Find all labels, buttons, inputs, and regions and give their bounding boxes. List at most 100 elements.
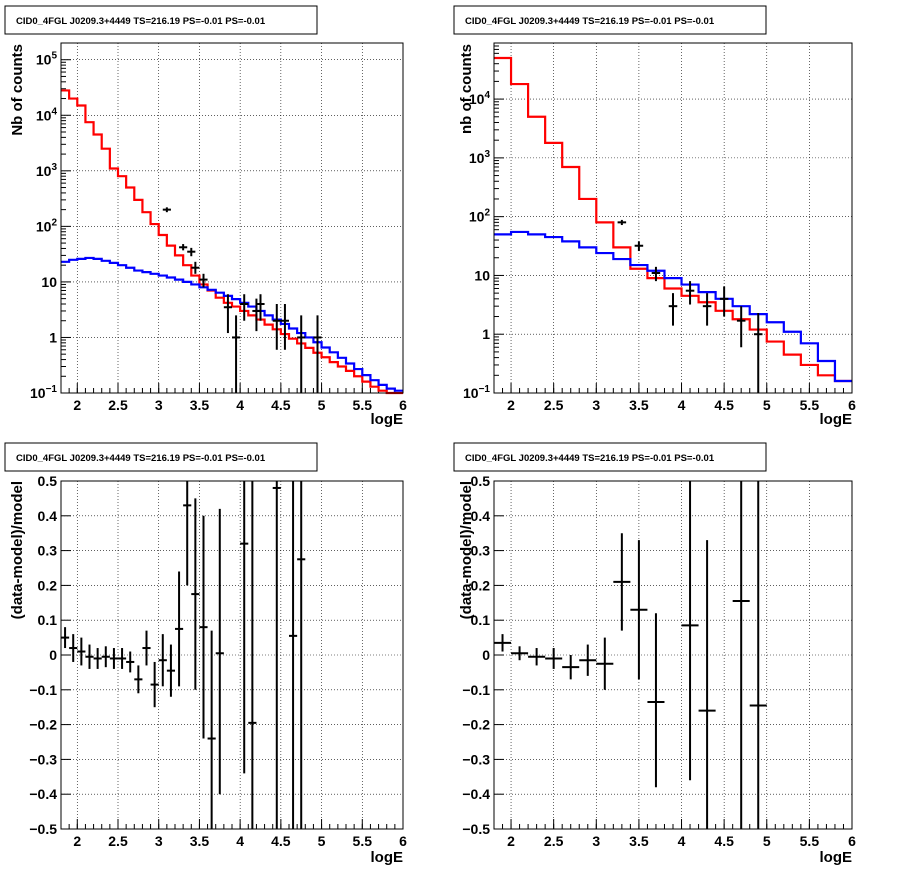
data-point — [101, 646, 110, 668]
data-point — [232, 315, 241, 393]
x-tick-label: 5 — [318, 833, 326, 849]
x-tick-label: 3 — [155, 833, 163, 849]
x-tick-label: 2 — [73, 397, 81, 413]
y-tick-label: 102 — [36, 217, 58, 234]
plot-frame — [60, 480, 404, 830]
data-point — [248, 481, 257, 829]
data-point — [240, 294, 249, 321]
y-tick-label: 0.1 — [38, 612, 58, 628]
x-tick-label: 5.5 — [353, 397, 373, 413]
x-tick-label: 3 — [592, 397, 600, 413]
panel-title-box — [453, 442, 767, 472]
y-tick-label: 1 — [49, 329, 57, 345]
data-point — [199, 273, 208, 288]
data-point — [545, 648, 563, 669]
x-tick-label: 2.5 — [108, 833, 128, 849]
y-tick-label: −0.5 — [29, 821, 57, 837]
y-tick-label: 104 — [469, 90, 491, 107]
panel-top-left: CID0_4FGL J0209.3+4449 TS=216.19 PS=-0.0… — [4, 5, 403, 428]
data-point — [668, 293, 678, 326]
y-tick-label: 105 — [36, 51, 58, 68]
data-point — [199, 515, 208, 739]
panel-title: CID0_4FGL J0209.3+4449 TS=216.19 PS=-0.0… — [16, 16, 266, 27]
y-tick-label: 0.1 — [471, 612, 491, 628]
step-series-line — [494, 56, 852, 383]
x-tick-label: 2 — [73, 833, 81, 849]
y-tick-label: 0.5 — [38, 473, 58, 489]
data-point — [69, 634, 78, 662]
data-point — [256, 294, 265, 321]
y-axis-title: nb of counts — [458, 44, 475, 134]
data-point — [647, 613, 665, 788]
data-point — [191, 498, 200, 690]
y-axis-title: (data-model)/model — [458, 481, 475, 619]
plot-panel-0: 2 2.5 3 3.5 4 4.5 5 5.5 6 10−1 1 10 102 103 104 105 — [30, 42, 407, 413]
data-point — [685, 281, 695, 305]
data-point — [61, 627, 70, 649]
x-tick-label: 4 — [236, 833, 244, 849]
x-tick-label: 2 — [507, 833, 515, 849]
x-tick-label: 3.5 — [629, 397, 649, 413]
panel-bottom-right: CID0_4FGL J0209.3+4449 TS=216.19 PS=-0.0… — [453, 442, 853, 866]
data-point — [617, 219, 627, 226]
x-tick-label: 6 — [399, 833, 407, 849]
x-axis-title: logE — [820, 411, 853, 428]
x-tick-label: 5 — [763, 397, 771, 413]
y-tick-label: 0.2 — [471, 577, 491, 593]
data-point — [158, 634, 167, 687]
x-axis-title: logE — [371, 849, 404, 866]
y-axis-title: Nb of counts — [9, 44, 26, 136]
x-tick-label: 2.5 — [108, 397, 128, 413]
step-series-line — [494, 230, 852, 383]
data-point — [272, 481, 281, 829]
data-point — [719, 286, 729, 317]
y-tick-label: 10 — [41, 274, 57, 290]
data-point — [297, 481, 306, 829]
data-point — [494, 634, 512, 652]
step-series-line — [61, 89, 403, 395]
plot-panel-3: 2 2.5 3 3.5 4 4.5 5 5.5 6 −0.5 −0.4 −0.3 −0.2 −0.1 0 0.… — [462, 473, 856, 849]
data-point — [187, 247, 196, 257]
x-tick-label: 2.5 — [544, 833, 564, 849]
y-tick-label: 0.3 — [38, 543, 58, 559]
panel-top-right: CID0_4FGL J0209.3+4449 TS=216.19 PS=-0.0… — [453, 5, 853, 428]
y-tick-label: −0.4 — [462, 786, 490, 802]
data-point — [732, 481, 750, 829]
x-tick-label: 4.5 — [271, 833, 291, 849]
y-tick-label: 0 — [482, 647, 490, 663]
data-point — [596, 637, 614, 690]
panel-title-box — [4, 442, 318, 472]
y-tick-label: 0.2 — [38, 577, 58, 593]
data-point — [85, 644, 94, 669]
data-point — [162, 207, 171, 213]
x-tick-label: 4 — [236, 397, 244, 413]
y-tick-label: 0.4 — [38, 508, 58, 524]
y-tick-label: −0.2 — [29, 717, 57, 733]
data-point — [207, 630, 216, 829]
x-tick-label: 2 — [507, 397, 515, 413]
x-tick-label: 5.5 — [800, 397, 820, 413]
y-tick-label: 0 — [49, 647, 57, 663]
data-point — [736, 306, 746, 348]
data-point — [749, 481, 767, 829]
data-point — [698, 540, 716, 829]
data-point — [630, 540, 648, 680]
data-point — [142, 630, 151, 666]
data-point — [297, 315, 306, 393]
data-point — [183, 481, 192, 586]
plot-panel-2: 2 2.5 3 3.5 4 4.5 5 5.5 6 −0.5 −0.4 −0.3 −0.2 −0.1 0 0.… — [29, 473, 407, 849]
x-tick-label: 6 — [399, 397, 407, 413]
data-point — [753, 312, 763, 393]
y-tick-label: 1 — [482, 326, 490, 342]
x-axis-title: logE — [820, 849, 853, 866]
x-tick-label: 3.5 — [190, 397, 210, 413]
y-tick-label: −0.1 — [29, 682, 57, 698]
y-tick-label: −0.1 — [462, 682, 490, 698]
data-point — [511, 646, 529, 661]
data-point — [681, 481, 699, 781]
x-tick-label: 3 — [592, 833, 600, 849]
data-point — [613, 533, 631, 631]
y-tick-label: 0.4 — [471, 508, 491, 524]
